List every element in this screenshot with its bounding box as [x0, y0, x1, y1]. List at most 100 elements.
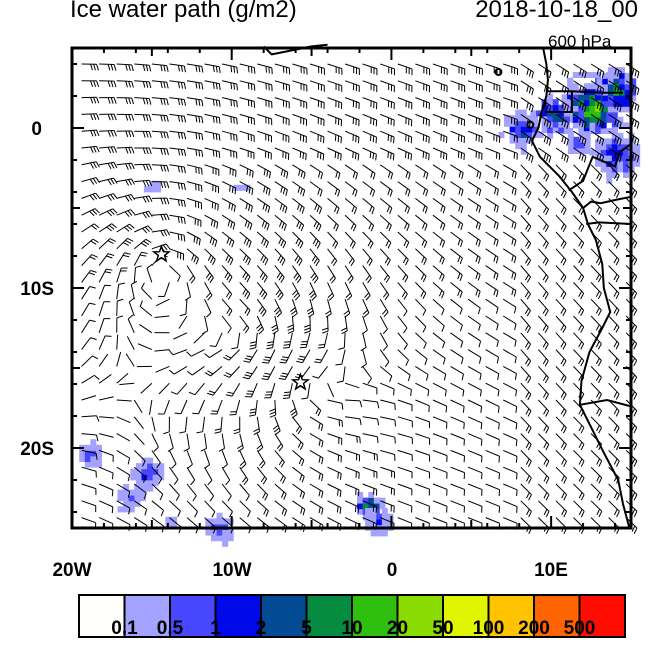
barb-tick	[527, 427, 532, 434]
barb-tick	[527, 410, 532, 417]
barb-shaft	[555, 231, 567, 244]
wind-barb	[116, 237, 134, 250]
barb-tick	[544, 293, 549, 300]
colorbar-label: 1	[210, 618, 221, 639]
barb-shaft	[116, 373, 129, 384]
wind-barb	[380, 80, 395, 93]
barb-tick	[386, 223, 390, 230]
barb-tick	[544, 310, 549, 317]
barb-shaft	[379, 315, 388, 330]
wind-barb	[344, 231, 356, 249]
barb-shaft	[608, 416, 620, 428]
ice-cell	[135, 480, 142, 486]
barb-shaft	[116, 334, 119, 350]
ice-cell	[520, 115, 527, 122]
barb-shaft	[608, 366, 620, 378]
wind-barb	[170, 382, 188, 395]
barb-tick	[514, 189, 517, 196]
barb-shaft	[467, 399, 482, 407]
barb-tick	[198, 133, 201, 140]
barb-tick	[163, 198, 167, 205]
barb-tick	[299, 443, 304, 450]
wind-barb	[314, 349, 328, 364]
barb-tick	[596, 85, 600, 92]
barb-tick	[545, 444, 550, 451]
wind-barb	[485, 416, 500, 430]
barb-tick	[527, 394, 532, 401]
wind-barb	[608, 483, 620, 501]
barb-shaft	[485, 416, 500, 424]
barb-shaft	[327, 130, 342, 138]
wind-barb	[321, 315, 329, 334]
barb-tick	[578, 307, 583, 314]
wind-barb	[485, 298, 499, 314]
barb-tick	[616, 137, 620, 144]
barb-shaft	[81, 319, 90, 334]
wind-barb	[256, 450, 266, 469]
barb-tick	[231, 241, 235, 248]
wind-barb	[520, 147, 534, 163]
barb-tick	[188, 391, 196, 396]
barb-tick	[130, 194, 136, 201]
barb-tick	[198, 99, 201, 106]
barb-tick	[350, 260, 355, 267]
barb-tick	[578, 290, 583, 298]
barb-tick	[457, 222, 461, 229]
ice-cell	[216, 518, 223, 525]
barb-shaft	[169, 248, 184, 255]
barb-tick	[159, 494, 164, 501]
wind-barb	[573, 63, 587, 79]
barb-tick	[598, 242, 602, 249]
wind-barb	[126, 336, 135, 350]
barb-tick	[633, 208, 638, 215]
barb-tick	[283, 493, 287, 500]
barb-tick	[286, 172, 289, 179]
barb-tick	[544, 327, 549, 333]
ice-cell	[128, 495, 135, 502]
barb-shaft	[98, 253, 109, 266]
barb-shaft	[274, 181, 288, 191]
barb-tick	[268, 171, 271, 179]
barb-tick	[242, 288, 247, 295]
ice-cell	[567, 105, 574, 112]
barb-shaft	[186, 500, 198, 512]
wind-barb	[573, 298, 585, 317]
barb-shaft	[537, 231, 549, 244]
wind-barb	[397, 449, 413, 462]
wind-barb	[362, 366, 372, 384]
barb-tick	[282, 477, 286, 484]
barb-shaft	[126, 336, 135, 350]
wind-barb	[99, 63, 117, 71]
wind-barb	[555, 517, 568, 535]
barb-shaft	[450, 248, 463, 259]
ice-cell	[561, 94, 568, 101]
plot-title: Ice water path (g/m2)	[70, 0, 297, 23]
wind-barb	[485, 466, 501, 480]
barb-tick	[457, 239, 461, 246]
barb-shaft	[216, 399, 223, 415]
barb-tick	[581, 103, 585, 111]
barb-tick	[477, 291, 481, 298]
wind-barb	[188, 382, 205, 396]
barb-tick	[110, 130, 114, 137]
barb-tick	[578, 223, 583, 230]
wind-barb	[116, 178, 135, 186]
ice-cell	[95, 450, 102, 457]
ice-cell	[606, 116, 613, 123]
wind-barb	[274, 214, 287, 231]
barb-tick	[234, 187, 237, 195]
ice-cell	[531, 115, 538, 122]
ice-cell	[130, 474, 137, 481]
barb-shaft	[220, 416, 223, 432]
barb-tick	[204, 353, 210, 358]
barb-tick	[166, 132, 169, 139]
barb-tick	[475, 255, 479, 263]
wind-barb	[151, 517, 165, 533]
barb-shaft	[362, 449, 378, 455]
barb-shaft	[397, 382, 412, 391]
barb-shaft	[397, 500, 413, 507]
barb-shaft	[485, 231, 499, 241]
barb-tick	[511, 238, 514, 245]
barb-shaft	[555, 349, 567, 362]
barb-shaft	[98, 223, 112, 233]
